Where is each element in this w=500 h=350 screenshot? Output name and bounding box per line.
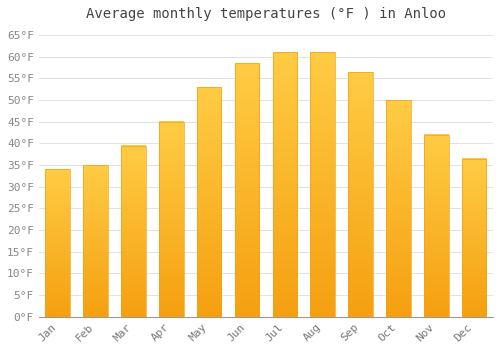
Bar — [121, 146, 146, 317]
Bar — [234, 63, 260, 317]
Bar — [424, 135, 448, 317]
Bar — [46, 169, 70, 317]
Bar — [84, 165, 108, 317]
Bar — [197, 87, 222, 317]
Bar — [310, 52, 335, 317]
Title: Average monthly temperatures (°F ) in Anloo: Average monthly temperatures (°F ) in An… — [86, 7, 446, 21]
Bar — [272, 52, 297, 317]
Bar — [386, 100, 410, 317]
Bar — [462, 159, 486, 317]
Bar — [348, 72, 373, 317]
Bar — [159, 122, 184, 317]
